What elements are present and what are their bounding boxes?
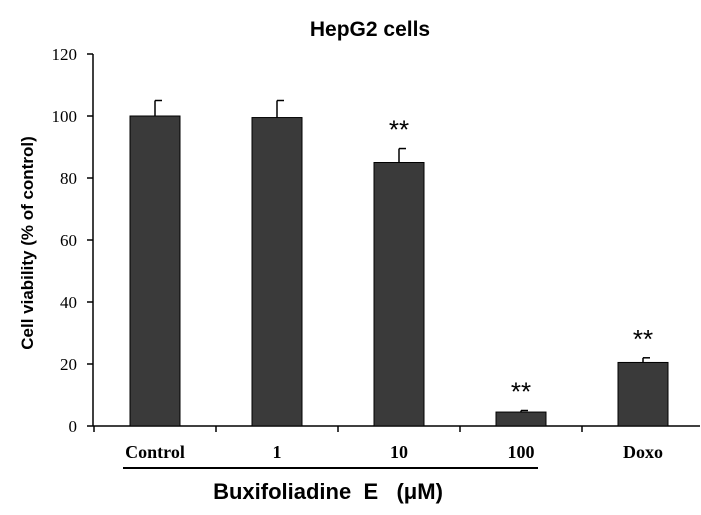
x-tick-label: 1: [273, 442, 282, 462]
significance-marker: **: [633, 324, 653, 354]
y-axis-label: Cell viability (% of control): [18, 136, 37, 349]
significance-marker: **: [511, 377, 531, 407]
bar: [129, 115, 181, 427]
y-tick-label: 40: [60, 293, 77, 312]
y-tick-label: 0: [69, 417, 78, 436]
x-tick-label: 10: [390, 442, 408, 462]
bar: [495, 411, 547, 427]
y-tick-label: 20: [60, 355, 77, 374]
plot-area: 0 20 40 60 80 100 120 Control 1 10 ** 100 ** Doxo **: [52, 45, 700, 469]
significance-marker: **: [389, 115, 409, 145]
y-tick-label: 120: [52, 45, 78, 64]
y-tick-label: 60: [60, 231, 77, 250]
x-tick-label: 100: [508, 442, 535, 462]
x-tick-label: Control: [125, 442, 185, 462]
y-tick-label: 80: [60, 169, 77, 188]
x-tick-label: Doxo: [623, 442, 663, 462]
bar: [617, 361, 669, 427]
y-tick-label: 100: [52, 107, 78, 126]
bar: [373, 162, 425, 427]
bar: [251, 117, 303, 427]
x-group-label: Buxifoliadine E (μM): [213, 479, 443, 504]
chart-title: HepG2 cells: [310, 18, 430, 41]
